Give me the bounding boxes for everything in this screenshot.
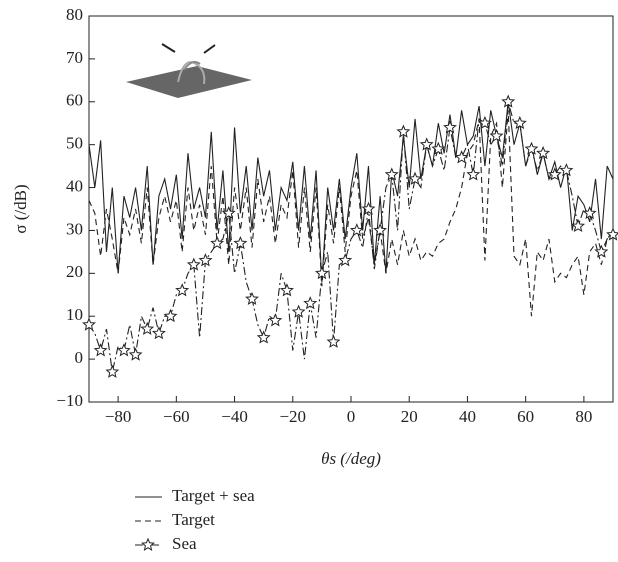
series-line: [88, 101, 614, 373]
star-marker: [536, 145, 551, 160]
x-tick-label: 40: [459, 407, 476, 426]
x-tick-label: 20: [401, 407, 418, 426]
legend-star: [141, 537, 155, 551]
star-marker: [128, 347, 143, 361]
star-marker: [314, 266, 329, 280]
star-marker: [140, 321, 155, 335]
star-marker: [93, 343, 108, 357]
star-marker: [466, 167, 481, 181]
star-marker: [501, 94, 516, 108]
star-marker: [594, 244, 609, 258]
legend-label: Sea: [172, 534, 197, 553]
y-tick-label: 80: [66, 5, 83, 24]
x-tick-label: −20: [279, 407, 306, 426]
star-marker: [524, 141, 539, 155]
star-marker: [279, 283, 294, 297]
y-tick-label: 0: [75, 348, 84, 367]
star-marker: [175, 283, 190, 297]
star-marker: [547, 167, 562, 181]
star-marker: [443, 120, 457, 134]
star-marker: [349, 223, 364, 237]
star-marker: [233, 236, 248, 250]
x-tick-label: −60: [163, 407, 190, 426]
legend-label: Target: [172, 510, 215, 529]
x-tick-label: 80: [575, 407, 592, 426]
y-tick-label: 50: [66, 134, 83, 153]
star-marker: [291, 304, 306, 318]
star-marker: [256, 330, 271, 344]
y-tick-label: 70: [66, 48, 83, 67]
star-marker: [116, 343, 131, 357]
y-axis-label: σ (/dB): [11, 184, 30, 233]
x-tick-label: 60: [517, 407, 534, 426]
star-marker: [606, 227, 618, 241]
star-marker: [338, 253, 353, 267]
star-marker: [268, 313, 283, 327]
star-marker: [210, 236, 225, 250]
star-marker: [198, 253, 213, 267]
inset-illustration: [126, 43, 252, 98]
star-marker: [419, 137, 434, 151]
star-marker: [408, 171, 423, 185]
y-tick-label: 10: [66, 305, 83, 324]
legend-label: Target + sea: [172, 486, 255, 505]
star-marker: [373, 223, 388, 237]
y-tick-label: 20: [66, 262, 83, 281]
star-marker: [396, 124, 411, 138]
star-marker: [559, 163, 574, 177]
star-marker: [105, 364, 120, 378]
y-tick-label: 40: [66, 176, 83, 195]
x-axis-label: θs (/deg): [321, 449, 381, 468]
star-marker: [454, 150, 469, 164]
x-tick-label: −40: [221, 407, 248, 426]
star-marker: [326, 334, 341, 348]
star-marker: [512, 115, 527, 130]
star-marker: [303, 296, 318, 310]
star-marker: [82, 317, 96, 331]
x-tick-label: 0: [347, 407, 356, 426]
star-marker: [571, 218, 586, 233]
star-marker: [151, 326, 166, 340]
y-tick-label: 30: [66, 219, 83, 238]
star-marker: [431, 141, 446, 155]
star-marker: [163, 308, 178, 323]
star-marker: [221, 206, 236, 220]
star-marker: [384, 167, 399, 181]
y-tick-label: 60: [66, 91, 83, 110]
series-line: [88, 110, 614, 317]
star-marker: [361, 201, 376, 215]
series-line: [88, 101, 614, 282]
star-marker: [186, 257, 201, 271]
star-marker: [582, 206, 597, 220]
star-marker: [489, 128, 504, 142]
x-tick-label: −80: [105, 407, 132, 426]
y-tick-label: −10: [56, 391, 83, 410]
star-marker: [245, 291, 259, 305]
star-marker: [477, 115, 492, 130]
